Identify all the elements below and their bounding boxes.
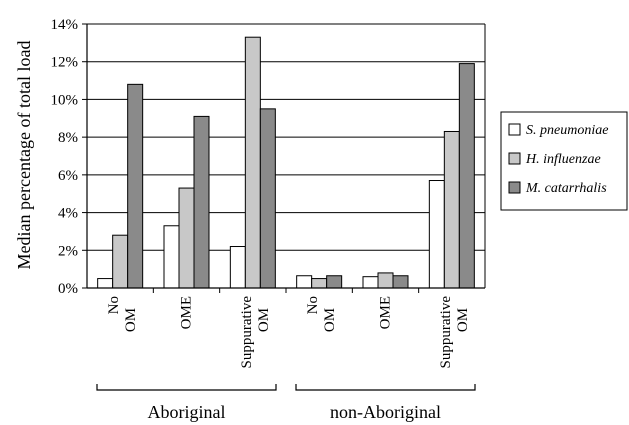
legend-entry: M. catarrhalis: [525, 181, 607, 196]
bar: [127, 83, 144, 289]
y-tick-label: 0%: [58, 281, 78, 297]
axes: [86, 24, 486, 293]
x-category-label: SuppurativeOM: [438, 296, 471, 369]
x-category-label: SuppurativeOM: [239, 296, 272, 369]
x-category-labels: NoOM OME SuppurativeOM NoOM OME SuppurativeOM: [106, 296, 471, 369]
bar: [326, 275, 343, 289]
y-tick-label: 14%: [51, 17, 79, 33]
legend-swatch: [508, 152, 521, 165]
legend-swatch: [508, 123, 521, 136]
legend-entry: H. influenzae: [525, 152, 601, 167]
legend-entry: S. pneumoniae: [526, 123, 608, 138]
bar: [244, 36, 261, 289]
bar: [443, 130, 460, 289]
bar: [311, 278, 328, 289]
legend-box: [500, 111, 628, 211]
group-label: Aboriginal: [148, 402, 226, 422]
bar: [163, 225, 180, 289]
bar: [229, 246, 246, 289]
legend: S. pneumoniae H. influenzae M. catarrhalis: [500, 111, 628, 211]
x-category-label: OME: [179, 296, 195, 329]
bar: [392, 275, 409, 289]
bar: [112, 234, 129, 289]
y-tick-label: 4%: [58, 206, 78, 222]
bar: [428, 180, 445, 289]
bar: [458, 63, 475, 289]
group-bracket: [295, 384, 476, 391]
y-tick-label: 12%: [51, 55, 79, 71]
gridlines: [87, 23, 485, 251]
bar: [259, 108, 276, 289]
bar: [97, 278, 114, 289]
group-bracket: [96, 384, 277, 391]
bar: [296, 275, 313, 289]
y-tick-label: 8%: [58, 130, 78, 146]
y-tick-label: 10%: [51, 92, 79, 108]
y-tick-label: 2%: [58, 243, 78, 259]
x-category-label: OME: [378, 296, 394, 329]
x-category-label: NoOM: [305, 296, 338, 332]
bar: [377, 272, 394, 289]
bar: [178, 187, 195, 289]
y-axis-ticks: 0% 2% 4% 6% 8% 10% 12% 14%: [51, 17, 87, 297]
bar: [362, 276, 379, 289]
x-category-label: NoOM: [106, 296, 139, 332]
y-tick-label: 6%: [58, 168, 78, 184]
y-axis-label: Median percentage of total load: [14, 41, 34, 270]
legend-swatch: [508, 181, 521, 194]
bar: [193, 115, 210, 289]
group-label: non-Aboriginal: [330, 402, 441, 422]
group-brackets: Aboriginal non-Aboriginal: [96, 384, 476, 422]
bars: [97, 36, 475, 289]
